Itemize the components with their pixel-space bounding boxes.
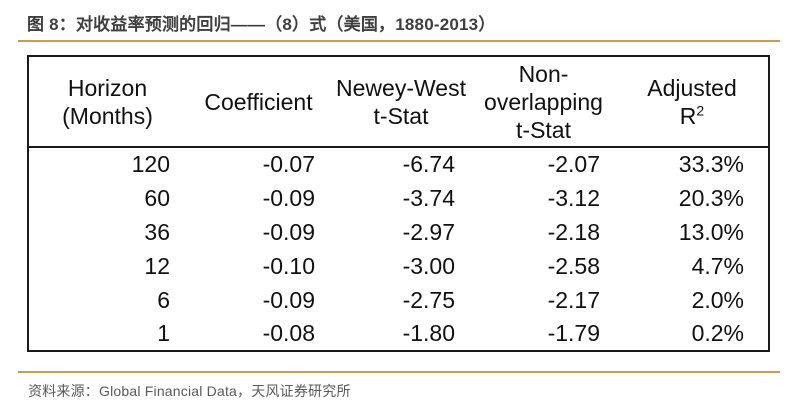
- table-row: 60 -0.09 -3.74 -3.12 20.3%: [28, 181, 769, 215]
- header-line: t-Stat: [373, 102, 429, 129]
- header-line: overlapping: [484, 88, 603, 115]
- accent-rule-top: [18, 40, 780, 42]
- header-line: R: [679, 102, 697, 129]
- header-line: Adjusted: [647, 74, 737, 101]
- regression-results-table: Horizon (Months) Coefficient Newey-West …: [27, 55, 770, 352]
- cell-coefficient: -0.08: [262, 320, 315, 346]
- table-row: 1 -0.08 -1.80 -1.79 0.2%: [28, 317, 769, 351]
- source-note: 资料来源：Global Financial Data，天风证券研究所: [28, 383, 351, 399]
- table-row: 6 -0.09 -2.75 -2.17 2.0%: [28, 283, 769, 317]
- col-header-non-overlapping-tstat: Non- overlapping t-Stat: [471, 56, 616, 148]
- header-line: (Months): [62, 102, 153, 129]
- cell-horizon: 60: [144, 184, 170, 211]
- cell-newey-west-tstat: -2.75: [402, 286, 455, 313]
- cell-newey-west-tstat: -2.97: [402, 218, 455, 245]
- cell-adjusted-r2: 4.7%: [691, 252, 744, 279]
- cell-horizon: 36: [144, 218, 170, 245]
- header-line: Coefficient: [204, 88, 313, 115]
- cell-newey-west-tstat: -6.74: [402, 151, 455, 177]
- cell-non-overlapping-tstat: -3.12: [547, 184, 600, 211]
- table-row: 12 -0.10 -3.00 -2.58 4.7%: [28, 249, 769, 283]
- cell-newey-west-tstat: -3.74: [402, 184, 455, 211]
- col-header-horizon: Horizon (Months): [28, 56, 186, 148]
- cell-non-overlapping-tstat: -2.58: [547, 252, 600, 279]
- table-row: 36 -0.09 -2.97 -2.18 13.0%: [28, 215, 769, 249]
- col-header-coefficient: Coefficient: [186, 56, 331, 148]
- cell-newey-west-tstat: -1.80: [402, 320, 455, 346]
- header-line: t-Stat: [516, 116, 571, 143]
- cell-adjusted-r2: 13.0%: [678, 218, 744, 245]
- figure-title: 图 8：对收益率预测的回归——（8）式（美国，1880-2013）: [27, 15, 496, 34]
- cell-horizon: 1: [157, 320, 170, 346]
- cell-adjusted-r2: 20.3%: [678, 184, 744, 211]
- cell-coefficient: -0.09: [262, 184, 315, 211]
- table-header-row: Horizon (Months) Coefficient Newey-West …: [28, 56, 769, 148]
- cell-non-overlapping-tstat: -2.18: [547, 218, 600, 245]
- header-line: Non-: [518, 60, 569, 87]
- r2-superscript: 2: [696, 101, 705, 118]
- col-header-adjusted-r2: Adjusted R2: [616, 56, 769, 148]
- header-line: Horizon: [67, 74, 148, 101]
- cell-newey-west-tstat: -3.00: [402, 252, 455, 279]
- cell-non-overlapping-tstat: -2.17: [547, 286, 600, 313]
- header-line: Newey-West: [336, 74, 466, 101]
- cell-horizon: 6: [157, 286, 170, 313]
- accent-rule-bottom: [18, 371, 780, 373]
- cell-coefficient: -0.07: [262, 151, 315, 177]
- cell-horizon: 12: [144, 252, 170, 279]
- table-row: 120 -0.07 -6.74 -2.07 33.3%: [28, 147, 769, 181]
- col-header-newey-west-tstat: Newey-West t-Stat: [331, 56, 471, 148]
- cell-horizon: 120: [131, 151, 170, 177]
- cell-adjusted-r2: 33.3%: [678, 151, 744, 177]
- cell-coefficient: -0.09: [262, 218, 315, 245]
- cell-adjusted-r2: 0.2%: [691, 320, 744, 346]
- cell-non-overlapping-tstat: -2.07: [547, 151, 600, 177]
- cell-non-overlapping-tstat: -1.79: [547, 320, 600, 346]
- cell-coefficient: -0.10: [262, 252, 315, 279]
- cell-coefficient: -0.09: [262, 286, 315, 313]
- cell-adjusted-r2: 2.0%: [691, 286, 744, 313]
